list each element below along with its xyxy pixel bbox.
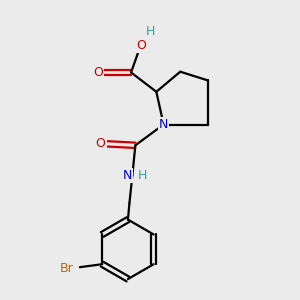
Text: O: O: [136, 39, 146, 52]
Text: H: H: [146, 25, 155, 38]
Text: O: O: [96, 137, 106, 150]
Text: O: O: [93, 66, 103, 79]
Text: H: H: [138, 169, 148, 182]
Text: Br: Br: [60, 262, 74, 275]
Text: N: N: [159, 118, 168, 131]
Text: N: N: [122, 169, 132, 182]
